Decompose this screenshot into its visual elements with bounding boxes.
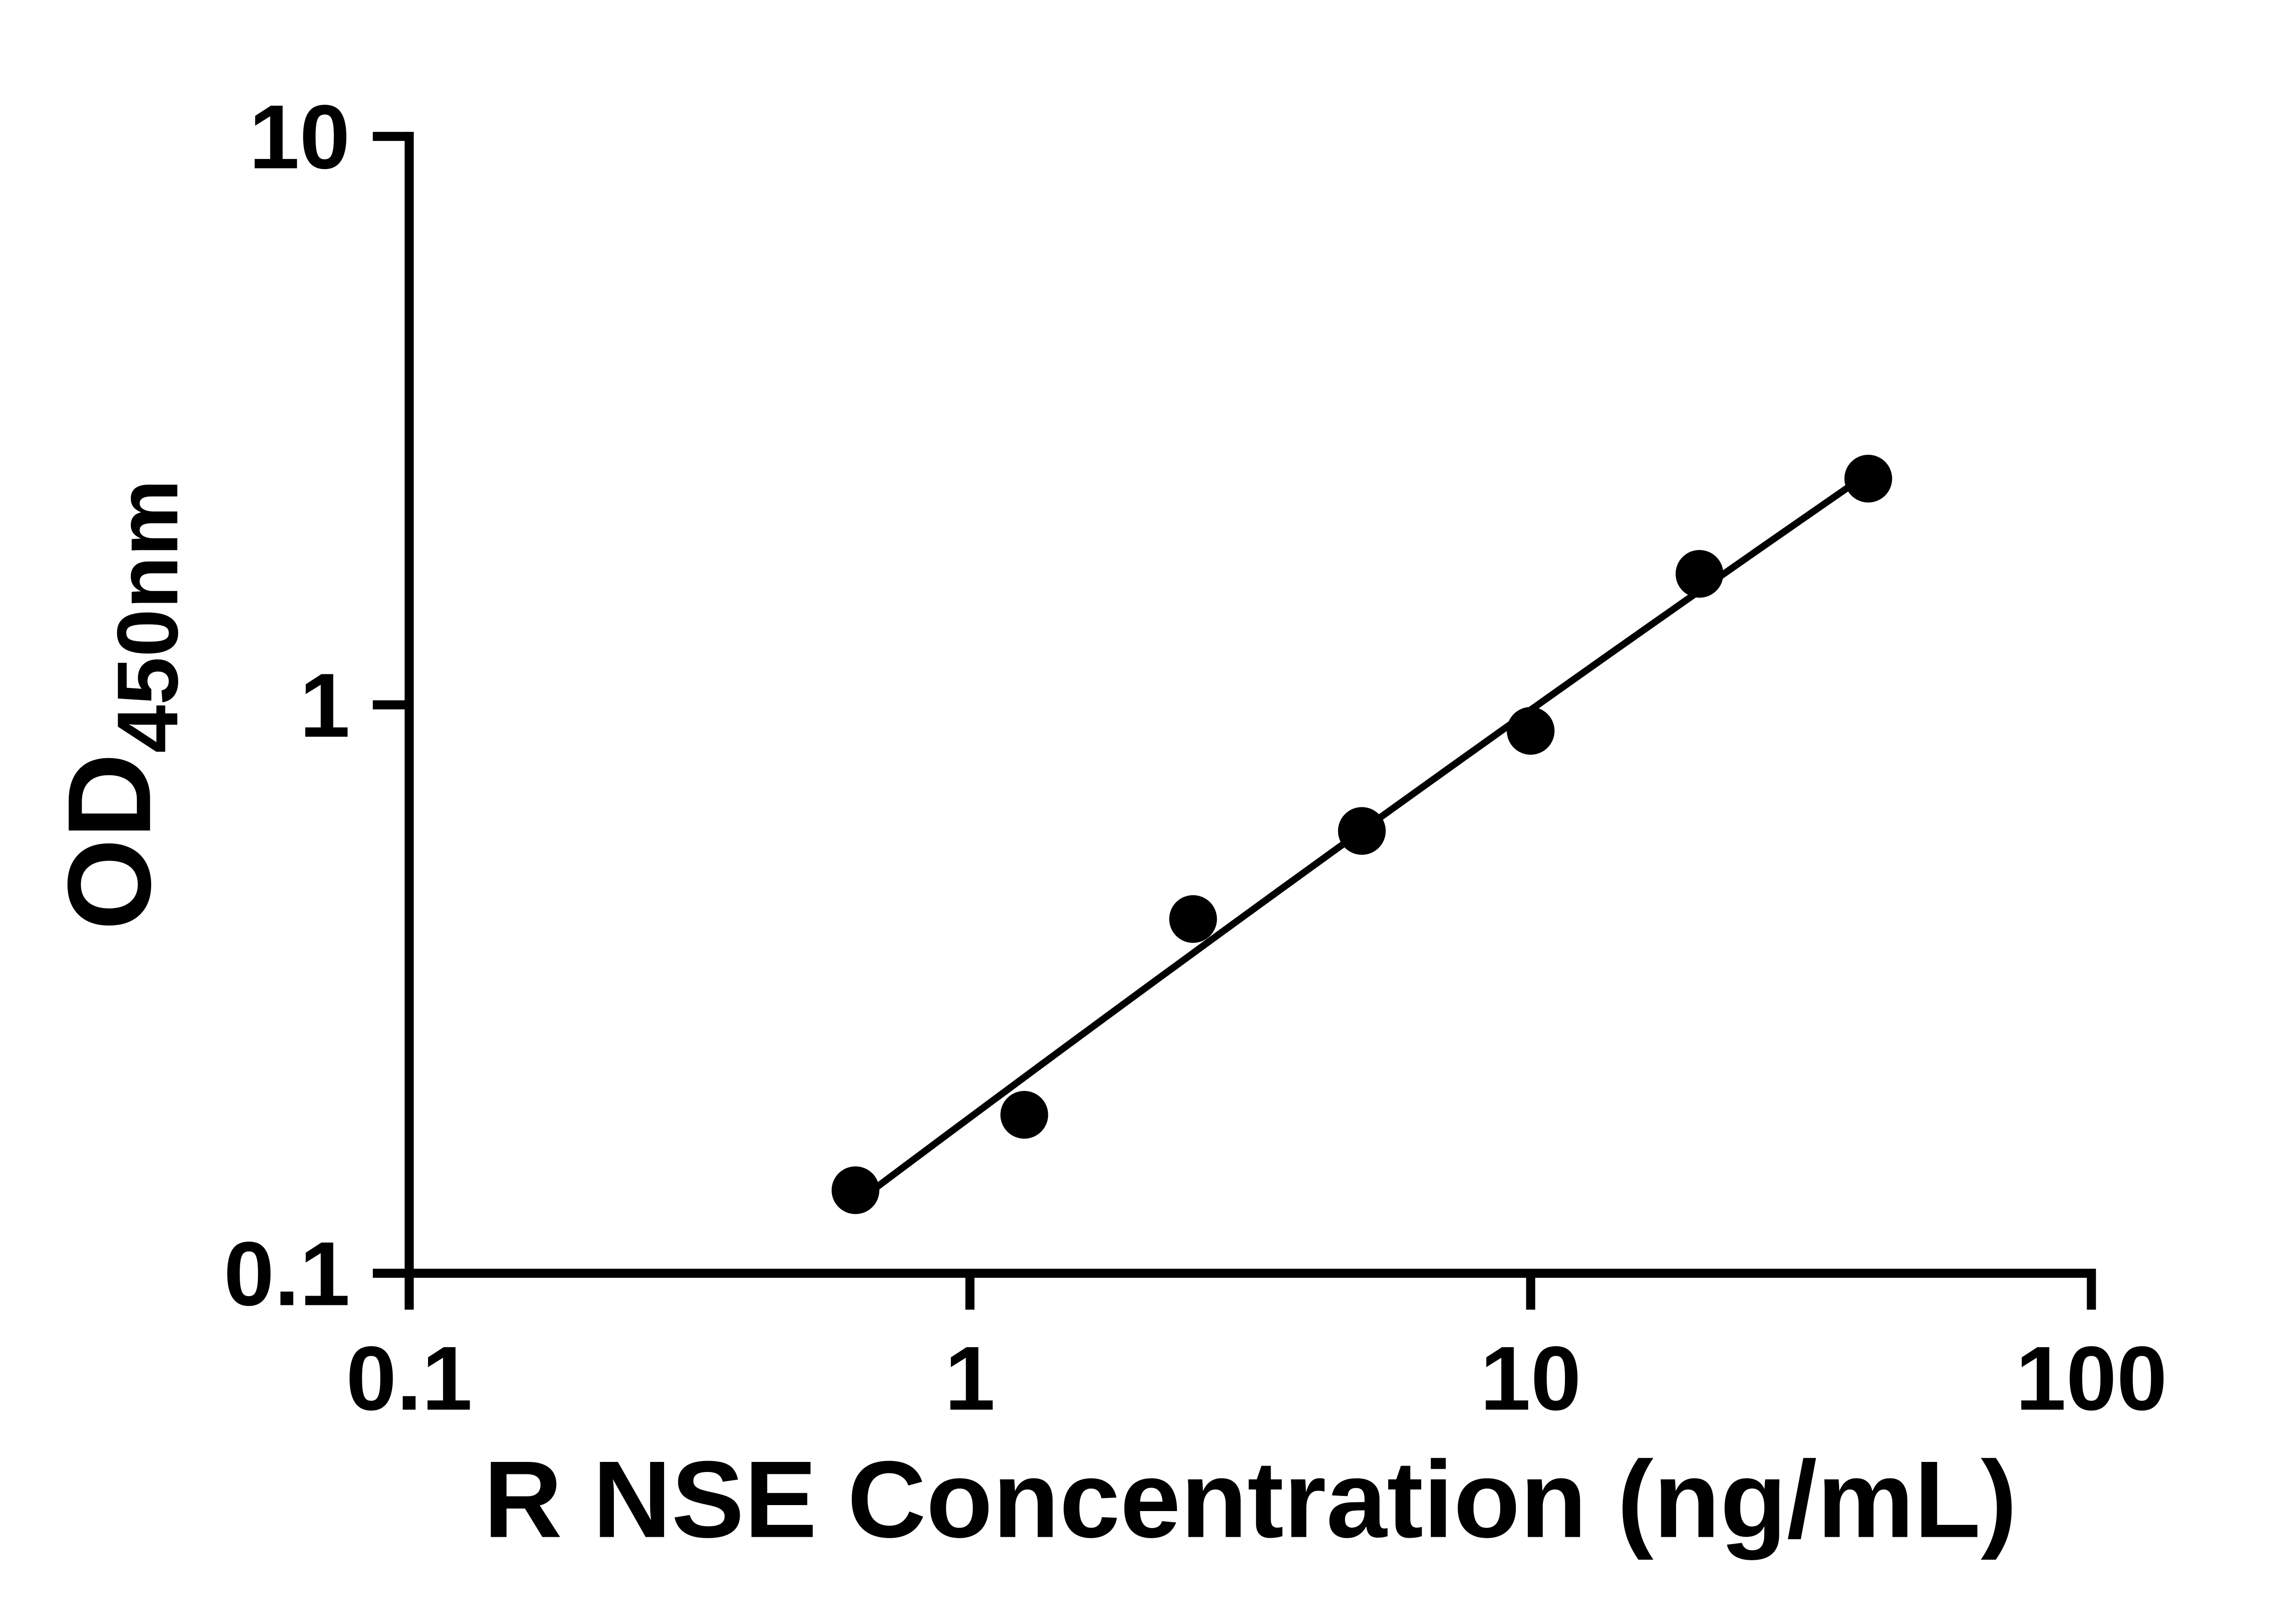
plot-area: 0.1 1 10 100 0.1 1 10	[224, 86, 2167, 1429]
y-tick-label: 0.1	[224, 1223, 350, 1325]
data-point	[831, 1166, 879, 1214]
y-axis-title: OD450nm	[43, 479, 196, 931]
data-point	[1675, 550, 1723, 598]
x-tick-label: 10	[1480, 1327, 1581, 1429]
data-point	[1000, 1091, 1048, 1139]
data-point	[1169, 895, 1217, 943]
x-tick-label: 100	[2015, 1327, 2167, 1429]
data-point	[1338, 807, 1386, 855]
data-point	[1844, 455, 1892, 503]
y-axis-title-main: OD	[43, 753, 175, 931]
y-tick-label: 1	[299, 654, 350, 756]
data-point	[1507, 707, 1555, 755]
x-tick-label: 0.1	[346, 1327, 472, 1429]
y-tick-label: 10	[249, 86, 350, 187]
x-tick-label: 1	[945, 1327, 995, 1429]
y-axis-title-subscript: 450nm	[99, 479, 196, 753]
x-axis-title: R NSE Concentration (ng/mL)	[484, 1439, 2017, 1561]
